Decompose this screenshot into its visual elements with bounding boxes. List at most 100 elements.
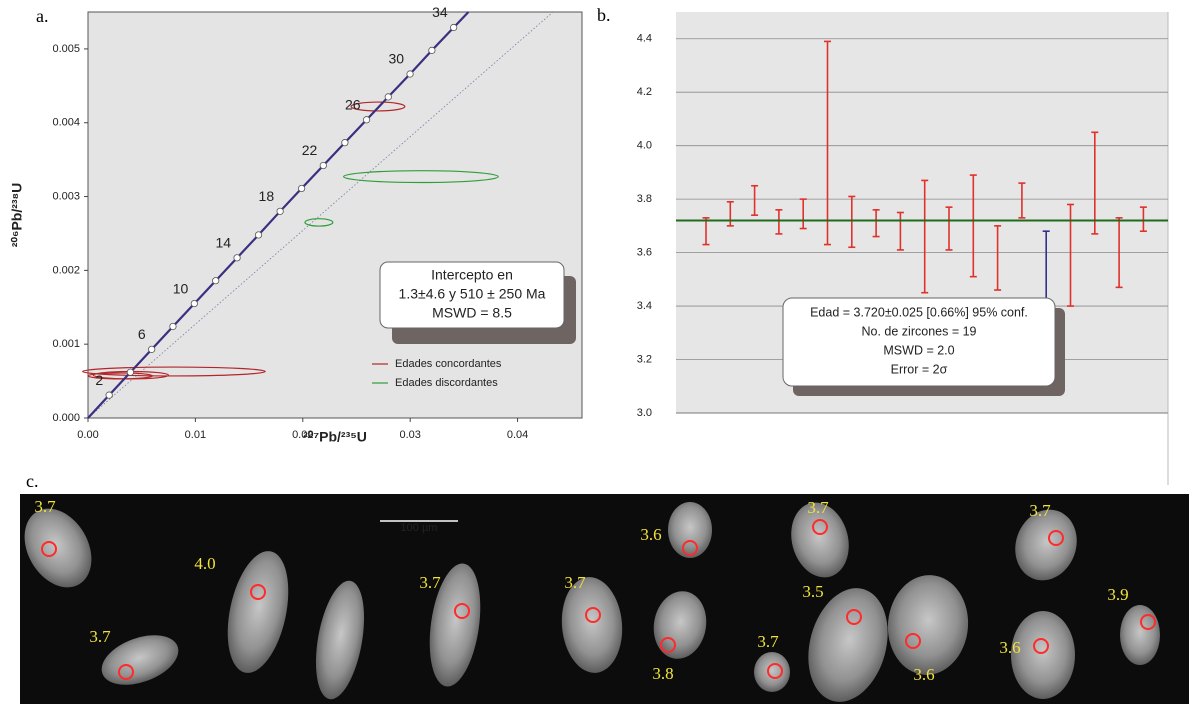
age-label: 22	[302, 142, 318, 158]
age-marker	[105, 391, 113, 399]
x-tick-label: 0.02	[292, 429, 313, 441]
zircon-grain	[315, 580, 365, 700]
zircon-grain	[754, 652, 790, 692]
age-label: 2	[95, 372, 103, 388]
x-tick-label: 0.01	[185, 429, 206, 441]
age-marker	[254, 231, 263, 239]
analysis-spot	[118, 664, 134, 680]
y-tick-label: 4.4	[637, 33, 652, 45]
zircon-grain	[24, 508, 92, 588]
error-ellipse	[82, 366, 266, 377]
analysis-spot	[1033, 638, 1049, 654]
grain-age: 3.7	[757, 632, 779, 651]
age-marker	[212, 277, 220, 285]
age-marker	[276, 207, 284, 215]
panel-a: a. 0.00 0.01 0.02 0.03 0.04 0.000 0.001 0.002 0.0…	[9, 4, 576, 445]
scale-bar-label: 100 µm	[401, 522, 438, 534]
age-label: 34	[432, 4, 448, 20]
y-tick-label: 0.005	[52, 43, 80, 55]
error-ellipse	[304, 218, 334, 227]
grain-age: 3.6	[913, 665, 934, 684]
y-tick-label: 0.004	[52, 117, 80, 129]
analysis-spot	[905, 633, 921, 649]
annotation-text: 1.3±4.6 y 510 ± 250 Ma	[399, 286, 546, 302]
y-tick-label: 0.000	[52, 412, 80, 424]
concordia-extension	[87, 394, 110, 419]
grain-age: 3.7	[1029, 501, 1051, 520]
grain-age: 3.5	[802, 582, 823, 601]
legend-label: Edades discordantes	[395, 377, 498, 389]
y-tick-label: 3.0	[637, 407, 652, 419]
y-tick-label: 3.4	[637, 300, 652, 312]
grain-age: 3.9	[1107, 585, 1128, 604]
age-marker	[319, 161, 327, 170]
error-ellipse	[342, 170, 499, 184]
age-marker	[450, 23, 458, 32]
analysis-spot	[682, 540, 698, 556]
analysis-spot	[660, 637, 676, 653]
age-label: 18	[259, 188, 275, 204]
age-marker	[233, 254, 241, 262]
x-tick-label: 0.04	[507, 429, 528, 441]
age-marker	[362, 116, 371, 124]
panel-label: b.	[597, 5, 611, 25]
zircon-grain	[808, 588, 888, 702]
grain-age: 3.7	[564, 573, 586, 592]
analysis-spot	[1048, 530, 1064, 546]
panel-label: a.	[36, 6, 49, 26]
zircon-grain	[101, 635, 179, 685]
x-tick-label: 0.00	[77, 429, 98, 441]
grain-age: 3.7	[419, 573, 441, 592]
zircon-grain	[653, 591, 707, 659]
age-label: 14	[215, 235, 231, 251]
age-marker	[406, 70, 414, 78]
y-tick-label: 0.002	[52, 264, 80, 276]
annotation-text: MSWD = 8.5	[432, 305, 512, 321]
age-marker	[341, 139, 349, 147]
error-ellipse	[87, 372, 154, 380]
age-label: 30	[388, 51, 404, 67]
zircon-grain	[227, 551, 289, 673]
grain-age: 3.7	[34, 497, 56, 516]
age-marker	[298, 184, 306, 193]
annotation-box	[782, 297, 1056, 387]
error-ellipse	[350, 101, 406, 112]
zircon-grain	[429, 563, 481, 687]
y-tick-label: 3.2	[637, 353, 652, 365]
age-marker	[384, 93, 392, 101]
zircon-grain	[1011, 611, 1075, 699]
annotation-text: Intercepto en	[431, 267, 513, 283]
zircon-grain	[1015, 509, 1077, 581]
zircon-grain	[887, 575, 969, 675]
analysis-spot	[1140, 614, 1156, 630]
analysis-spot	[846, 609, 862, 625]
panel-c: c. 100 µm 3.7 4.0 3.7 3.7 3.7 3.6 3.8 3.7 3.5 3.7 3.…	[24, 471, 1160, 702]
age-marker	[126, 368, 135, 376]
grain-age: 3.8	[652, 664, 673, 683]
annotation-box	[379, 261, 565, 329]
y-tick-label: 0.003	[52, 190, 80, 202]
zircon-grain	[1120, 605, 1160, 665]
age-label: 10	[173, 280, 189, 296]
x-tick-label: 0.03	[399, 429, 420, 441]
age-marker	[148, 345, 156, 353]
y-tick-label: 4.0	[637, 140, 652, 152]
grain-age: 3.7	[89, 627, 111, 646]
plot-area	[87, 11, 583, 419]
analysis-spot	[767, 663, 783, 679]
annotation-text: Edad = 3.720±0.025 [0.66%] 95% conf.	[810, 305, 1028, 319]
analysis-spot	[250, 584, 266, 600]
grain-age: 4.0	[194, 554, 215, 573]
grain-age: 3.6	[999, 638, 1020, 657]
age-marker	[190, 299, 198, 308]
y-tick-label: 4.2	[637, 86, 652, 98]
y-tick-label: 0.001	[52, 338, 80, 350]
age-label: 6	[138, 326, 146, 342]
x-axis-title: ²⁰⁷Pb/²³⁵U	[303, 429, 367, 445]
annotation-text: MSWD = 2.0	[883, 343, 954, 357]
panel-label: c.	[26, 471, 39, 491]
grain-age: 3.6	[640, 525, 661, 544]
analysis-spot	[812, 519, 828, 535]
age-marker	[169, 322, 177, 331]
